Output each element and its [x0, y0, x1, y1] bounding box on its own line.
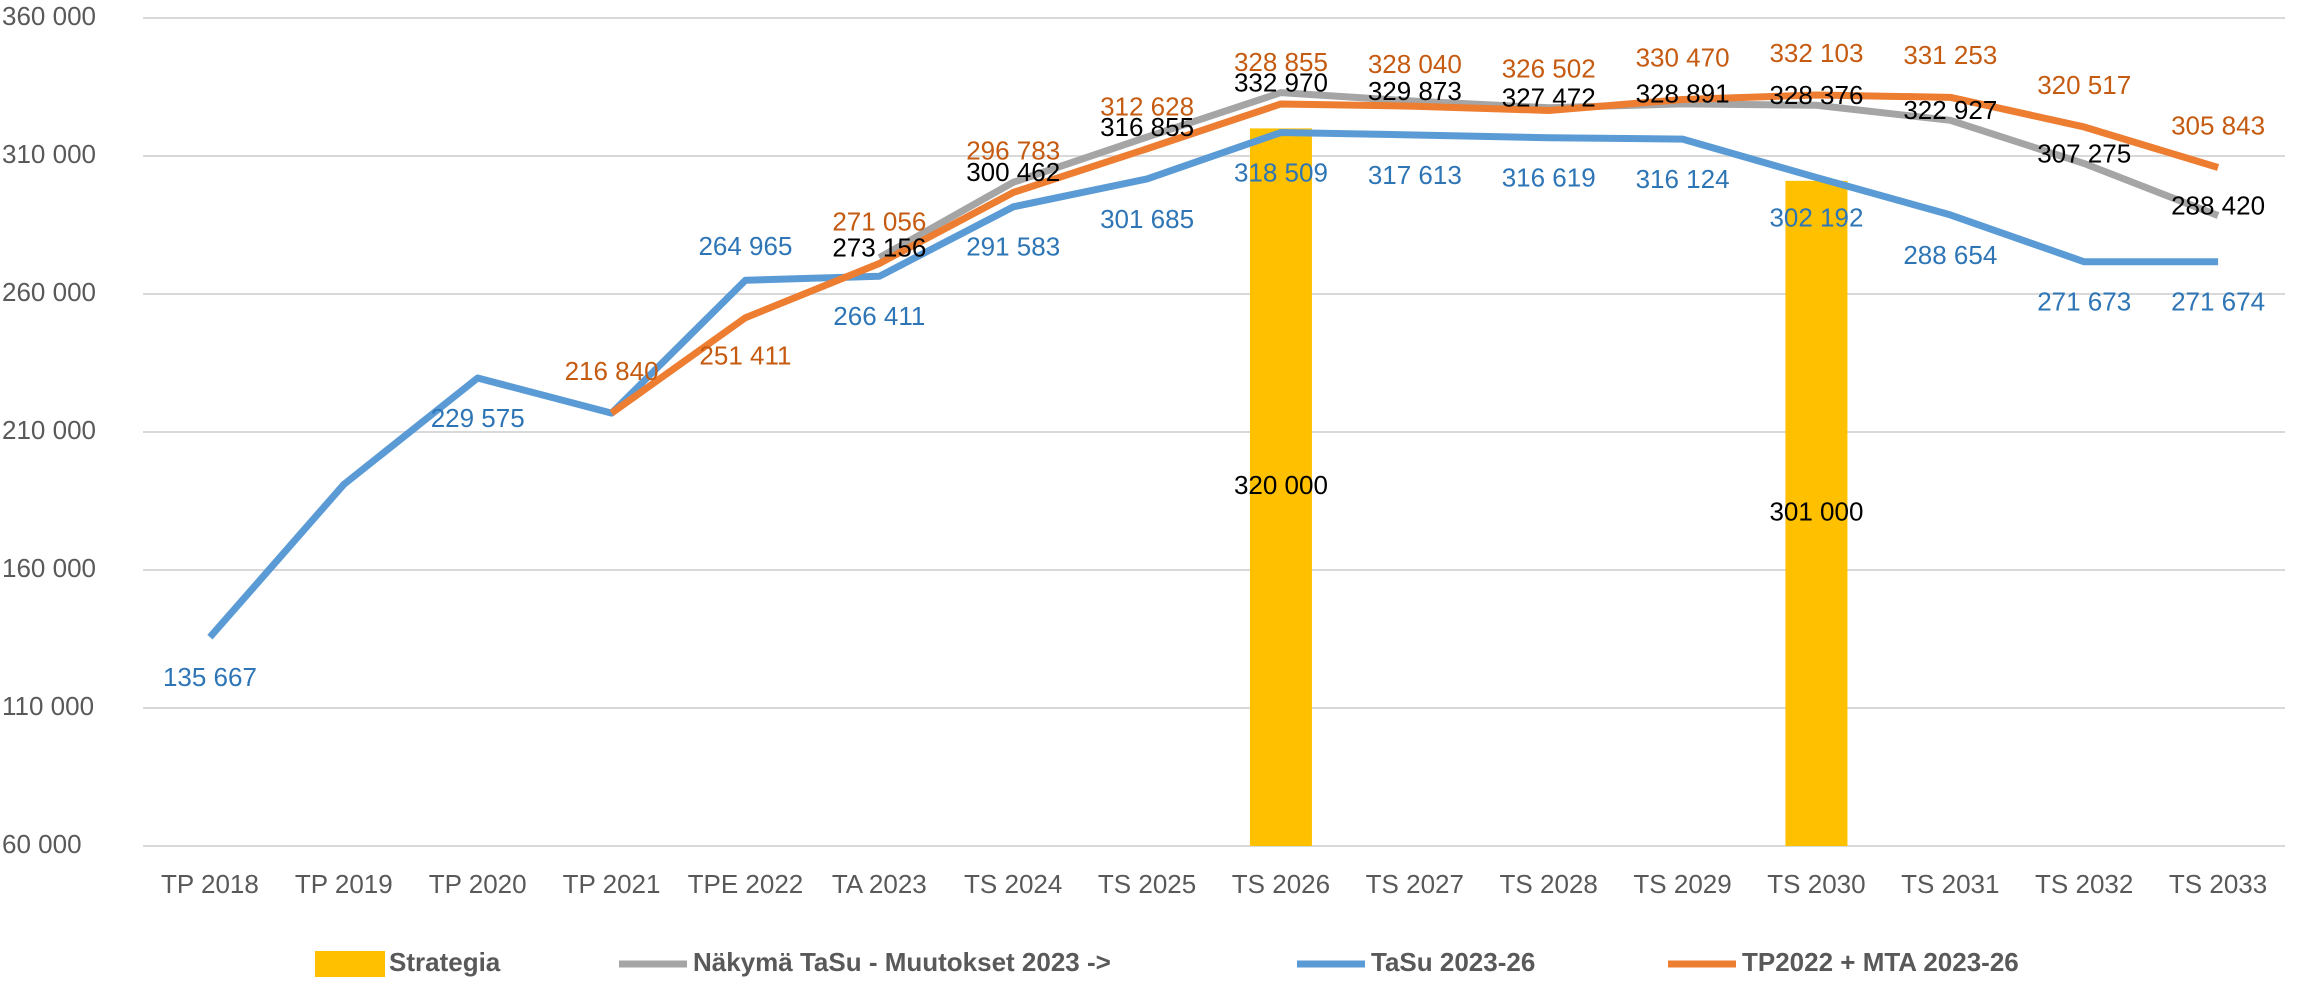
data-label: 328 040: [1368, 49, 1462, 79]
data-label: 322 927: [1903, 95, 1997, 125]
x-tick-label: TP 2018: [161, 869, 259, 899]
data-label: 316 124: [1636, 164, 1730, 194]
y-tick-label: 210 000: [2, 415, 96, 445]
data-label: 305 843: [2171, 110, 2265, 140]
x-tick-label: TS 2027: [1366, 869, 1464, 899]
legend-label: TP2022 + MTA 2023-26: [1742, 947, 2019, 977]
data-label: 326 502: [1502, 53, 1596, 83]
x-tick-label: TS 2028: [1500, 869, 1598, 899]
y-tick-label: 360 000: [2, 1, 96, 31]
data-label: 316 619: [1502, 163, 1596, 193]
data-label: 273 156: [832, 233, 926, 263]
x-tick-label: TS 2031: [1901, 869, 1999, 899]
data-label: 296 783: [966, 135, 1060, 165]
data-label: 300 462: [966, 157, 1060, 187]
data-label: 312 628: [1100, 92, 1194, 122]
x-tick-label: TP 2021: [563, 869, 661, 899]
data-label: 301 685: [1100, 204, 1194, 234]
data-label: 291 583: [966, 232, 1060, 262]
x-tick-label: TS 2025: [1098, 869, 1196, 899]
data-label: 332 103: [1769, 38, 1863, 68]
data-label: 302 192: [1769, 202, 1863, 232]
data-label: 264 965: [698, 231, 792, 261]
data-label: 271 673: [2037, 287, 2131, 317]
data-label: 328 891: [1636, 79, 1730, 109]
data-label: 329 873: [1368, 76, 1462, 106]
x-tick-label: TPE 2022: [688, 869, 804, 899]
data-label: 307 275: [2037, 138, 2131, 168]
series-line: [207, 129, 2219, 640]
bar: [1785, 180, 1848, 847]
data-label: 271 056: [832, 206, 926, 236]
data-label: 331 253: [1903, 40, 1997, 70]
data-label: 327 472: [1502, 83, 1596, 113]
data-label: 317 613: [1368, 160, 1462, 190]
data-label: 328 855: [1234, 47, 1328, 77]
x-tick-label: TS 2030: [1767, 869, 1865, 899]
data-label: 135 667: [163, 662, 257, 692]
legend-label: Näkymä TaSu - Muutokset 2023 ->: [693, 947, 1111, 977]
data-label: 271 674: [2171, 287, 2265, 317]
x-tick-label: TP 2020: [429, 869, 527, 899]
data-label: 328 376: [1769, 80, 1863, 110]
x-tick-label: TS 2026: [1232, 869, 1330, 899]
y-tick-label: 260 000: [2, 277, 96, 307]
y-tick-label: 60 000: [2, 829, 82, 859]
bar: [1249, 128, 1312, 846]
x-tick-label: TS 2033: [2169, 869, 2267, 899]
data-label: 330 470: [1636, 42, 1730, 72]
x-tick-label: TA 2023: [832, 869, 927, 899]
data-label: 216 840: [565, 356, 659, 386]
series-line: [609, 91, 2220, 416]
data-label: 318 509: [1234, 157, 1328, 187]
y-tick-label: 110 000: [2, 691, 94, 721]
y-tick-label: 310 000: [2, 139, 96, 169]
data-label: 266 411: [833, 301, 925, 331]
data-label: 332 970: [1234, 67, 1328, 97]
data-label: 301 000: [1769, 496, 1863, 526]
legend-label: TaSu 2023-26: [1371, 947, 1535, 977]
data-label: 320 000: [1234, 470, 1328, 500]
x-tick-label: TS 2032: [2035, 869, 2133, 899]
y-tick-label: 160 000: [2, 553, 96, 583]
data-label: 229 575: [431, 403, 525, 433]
x-tick-label: TS 2024: [964, 869, 1062, 899]
data-label: 320 517: [2037, 70, 2131, 100]
data-label: 316 855: [1100, 112, 1194, 142]
legend-label: Strategia: [389, 947, 501, 977]
data-label: 251 411: [699, 341, 791, 371]
legend-swatch: [315, 951, 385, 977]
data-label: 288 420: [2171, 190, 2265, 220]
data-label: 288 654: [1903, 240, 1997, 270]
x-tick-label: TS 2029: [1633, 869, 1731, 899]
x-tick-label: TP 2019: [295, 869, 393, 899]
